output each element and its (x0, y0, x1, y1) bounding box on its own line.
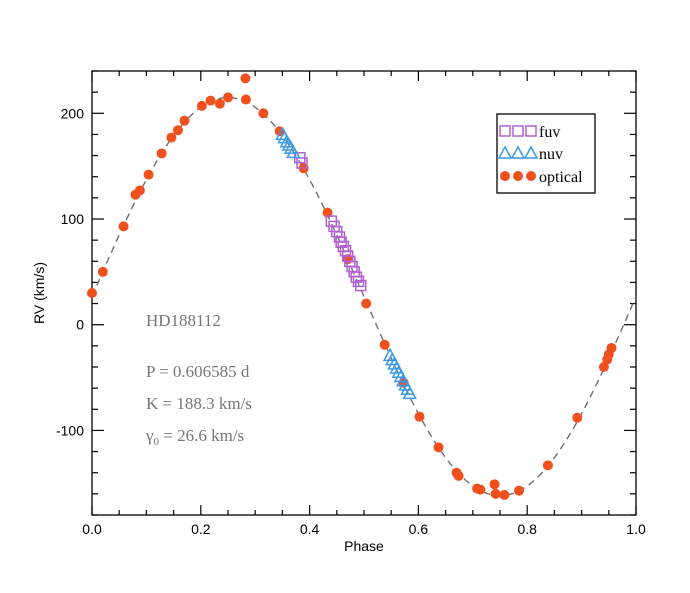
x-tick-label: 0.8 (517, 521, 537, 537)
optical-point (490, 488, 501, 499)
y-tick-label: 100 (61, 211, 85, 227)
optical-point (97, 266, 108, 277)
optical-point (166, 132, 177, 143)
optical-point (214, 98, 225, 109)
x-tick-label: 0.6 (409, 521, 429, 537)
optical-point (240, 73, 251, 84)
optical-point (489, 479, 500, 490)
optical-point (433, 442, 444, 453)
optical-point (542, 460, 553, 471)
optical-point (134, 185, 145, 196)
optical-point (172, 125, 183, 136)
optical-point (118, 221, 129, 232)
optical-point (379, 339, 390, 350)
optical-point (258, 108, 269, 119)
x-tick-label: 1.0 (626, 521, 646, 537)
optical-point (240, 94, 251, 105)
data-marks (87, 73, 617, 500)
fuv-point (354, 279, 367, 292)
optical-point (499, 489, 510, 500)
axis-ticks (91, 70, 637, 516)
y-axis-title: RV (km/s) (31, 262, 47, 324)
legend-entries: fuv nuv optical (497, 124, 583, 186)
legend-label-fuv: fuv (539, 124, 560, 141)
star-name-annotation: HD188112 (146, 311, 221, 330)
gamma-annotation: γ0 = 26.6 km/s (145, 426, 244, 448)
optical-point (475, 484, 486, 495)
optical-point (179, 115, 190, 126)
fuv-point (352, 275, 365, 288)
period-annotation: P = 0.606585 d (146, 362, 250, 381)
fuv-point (296, 157, 308, 169)
amplitude-annotation: K = 188.3 km/s (146, 394, 252, 413)
gamma-symbol: γ (145, 426, 154, 445)
optical-point (606, 342, 617, 353)
legend-marker-optical (513, 171, 523, 181)
tick-labels: 0.0 0.2 0.4 0.6 0.8 1.0 -100 0 100 200 (56, 105, 646, 537)
optical-point (196, 100, 207, 111)
optical-point (453, 470, 464, 481)
x-tick-label: 0.2 (191, 521, 211, 537)
y-tick-label: 0 (76, 317, 84, 333)
x-tick-label: 0.0 (82, 521, 102, 537)
nuv-point (402, 385, 417, 400)
gamma-value: = 26.6 km/s (159, 426, 244, 445)
legend-label-optical: optical (539, 169, 583, 186)
legend-marker-nuv (497, 145, 513, 159)
legend: fuv nuv optical (496, 113, 596, 194)
optical-point (156, 148, 167, 159)
gamma-subscript: 0 (154, 436, 160, 448)
legend-marker-nuv (510, 145, 526, 159)
legend-marker-fuv (512, 125, 524, 137)
optical-point (572, 412, 583, 423)
legend-marker-fuv (525, 125, 537, 137)
optical-point (361, 298, 372, 309)
optical-point (205, 95, 216, 106)
legend-marker-optical (500, 171, 510, 181)
optical-point (414, 411, 425, 422)
optical-point (143, 169, 154, 180)
y-tick-label: -100 (56, 422, 84, 438)
optical-point (514, 485, 525, 496)
y-tick-label: 200 (61, 105, 85, 121)
x-tick-label: 0.4 (300, 521, 320, 537)
legend-marker-optical (526, 171, 536, 181)
optical-point (223, 92, 233, 103)
x-axis-title: Phase (344, 538, 384, 554)
nuv-point (286, 144, 301, 159)
optical-point (322, 207, 333, 218)
legend-marker-nuv (523, 145, 539, 159)
legend-marker-fuv (499, 125, 511, 137)
legend-label-nuv: nuv (539, 146, 563, 163)
optical-point (87, 288, 97, 298)
